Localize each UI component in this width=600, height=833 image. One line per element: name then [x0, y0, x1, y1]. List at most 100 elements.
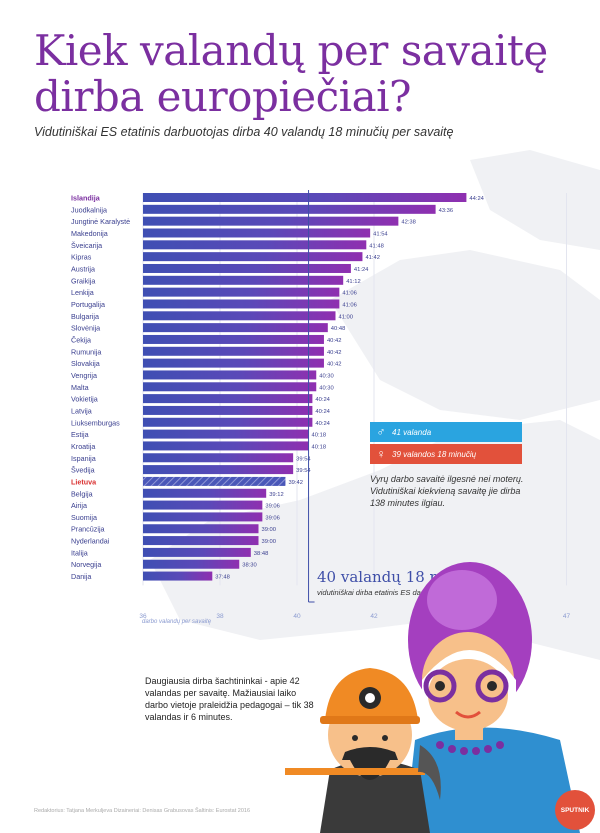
value-label: 40:42	[327, 350, 342, 356]
category-label: Kroatija	[71, 442, 95, 451]
legend-female-label: 39 valandos 18 minučių	[392, 449, 477, 459]
value-label: 39:00	[262, 539, 277, 545]
category-label: Nyderlandai	[71, 537, 110, 546]
category-label: Malta	[71, 383, 89, 392]
value-label: 40:24	[315, 421, 330, 427]
bar	[143, 299, 340, 309]
category-label: Austrija	[71, 264, 95, 273]
value-label: 41:54	[373, 231, 388, 237]
category-label: Latvija	[71, 406, 92, 415]
bar	[143, 216, 399, 226]
category-label: Ispanija	[71, 454, 96, 463]
teacher-figure	[405, 562, 580, 833]
value-label: 39:12	[269, 492, 284, 498]
category-label: Šveicarija	[71, 241, 102, 250]
category-label: Slovėnija	[71, 324, 100, 333]
category-label: Lietuva	[71, 477, 97, 486]
footnote-text: Daugiausia dirba šachtininkai - apie 42 …	[145, 676, 314, 722]
page-subtitle: Vidutiniškai ES etatinis darbuotojas dir…	[34, 125, 454, 139]
category-label: Norvegija	[71, 560, 101, 569]
value-label: 38:48	[254, 551, 269, 557]
value-label: 40:30	[319, 373, 334, 379]
female-icon: ♀	[376, 447, 386, 461]
category-label: Čekija	[71, 335, 91, 344]
male-icon: ♂	[376, 425, 386, 439]
bar	[143, 311, 336, 321]
bar	[143, 453, 294, 463]
bar	[143, 287, 340, 297]
category-label: Švedija	[71, 466, 95, 475]
value-label: 42:38	[401, 220, 416, 226]
category-label: Bulgarija	[71, 312, 99, 321]
category-label: Rumunija	[71, 347, 101, 356]
bar	[143, 263, 351, 273]
bar	[143, 275, 344, 285]
value-label: 40:42	[327, 362, 342, 368]
category-label: Slovakija	[71, 359, 100, 368]
bar	[143, 500, 263, 510]
bar	[143, 547, 251, 557]
category-label: Danija	[71, 572, 91, 581]
value-label: 40:24	[315, 409, 330, 415]
value-label: 44:24	[469, 196, 484, 202]
bar	[143, 346, 324, 356]
legend-male-label: 41 valanda	[392, 427, 432, 437]
bar	[143, 370, 317, 380]
category-label: Graikija	[71, 276, 95, 285]
category-label: Kipras	[71, 253, 92, 262]
value-label: 41:00	[339, 314, 354, 320]
bar	[143, 382, 317, 392]
value-label: 37:48	[215, 575, 230, 581]
category-label: Jungtinė Karalystė	[71, 217, 130, 226]
bar	[143, 476, 286, 486]
value-label: 41:12	[346, 279, 361, 285]
category-label: Portugalija	[71, 300, 105, 309]
bar	[143, 536, 259, 546]
category-label: Liuksemburgas	[71, 418, 120, 427]
bar	[143, 394, 313, 404]
value-label: 40:30	[319, 385, 334, 391]
legend-male: ♂ 41 valanda	[370, 422, 522, 442]
miner-figure	[285, 668, 441, 833]
value-label: 39:00	[262, 527, 277, 533]
hours-bar-chart: Islandija 44:24 Juodkalnija 43:36 Jungtinė K…	[71, 190, 571, 620]
x-tick-label: 36	[139, 613, 147, 620]
bar	[143, 252, 363, 262]
value-label: 41:42	[365, 255, 380, 261]
average-sublabel: vidutiniškai dirba etatinis ES darbuotoj…	[317, 588, 452, 597]
category-label: Vengrija	[71, 371, 97, 380]
value-label: 40:42	[327, 338, 342, 344]
page-title: Kiek valandų per savaitę dirba europieči…	[34, 26, 548, 121]
bar	[143, 512, 263, 522]
bar	[143, 559, 240, 569]
category-label: Islandija	[71, 194, 101, 203]
legend-female: ♀ 39 valandos 18 minučių	[370, 444, 522, 464]
x-tick-label: 47	[563, 613, 571, 620]
x-tick-label: 40	[293, 613, 301, 620]
category-label: Makedonija	[71, 229, 108, 238]
value-label: 43:36	[439, 208, 454, 214]
bar	[143, 334, 324, 344]
category-label: Vokietija	[71, 395, 98, 404]
bar	[143, 441, 309, 451]
value-label: 40:24	[315, 397, 330, 403]
value-label: 41:06	[342, 302, 357, 308]
bar	[143, 193, 467, 202]
x-tick-label: 38	[216, 613, 224, 620]
value-label: 40:48	[331, 326, 346, 332]
value-label: 39:54	[296, 456, 311, 462]
bar	[143, 228, 371, 238]
value-label: 38:30	[242, 563, 257, 569]
category-label: Italija	[71, 548, 88, 557]
value-label: 40:18	[312, 433, 327, 439]
bar	[143, 524, 259, 534]
category-label: Lenkija	[71, 288, 94, 297]
value-label: 41:24	[354, 267, 369, 273]
credits: Redaktorius: Tatjana Merkuljeva Dizainer…	[34, 808, 251, 814]
category-label: Suomija	[71, 513, 97, 522]
bar	[143, 465, 294, 475]
bar	[143, 405, 313, 415]
category-label: Estija	[71, 430, 89, 439]
x-axis-label: darbo valandų per savaitę	[142, 619, 212, 625]
